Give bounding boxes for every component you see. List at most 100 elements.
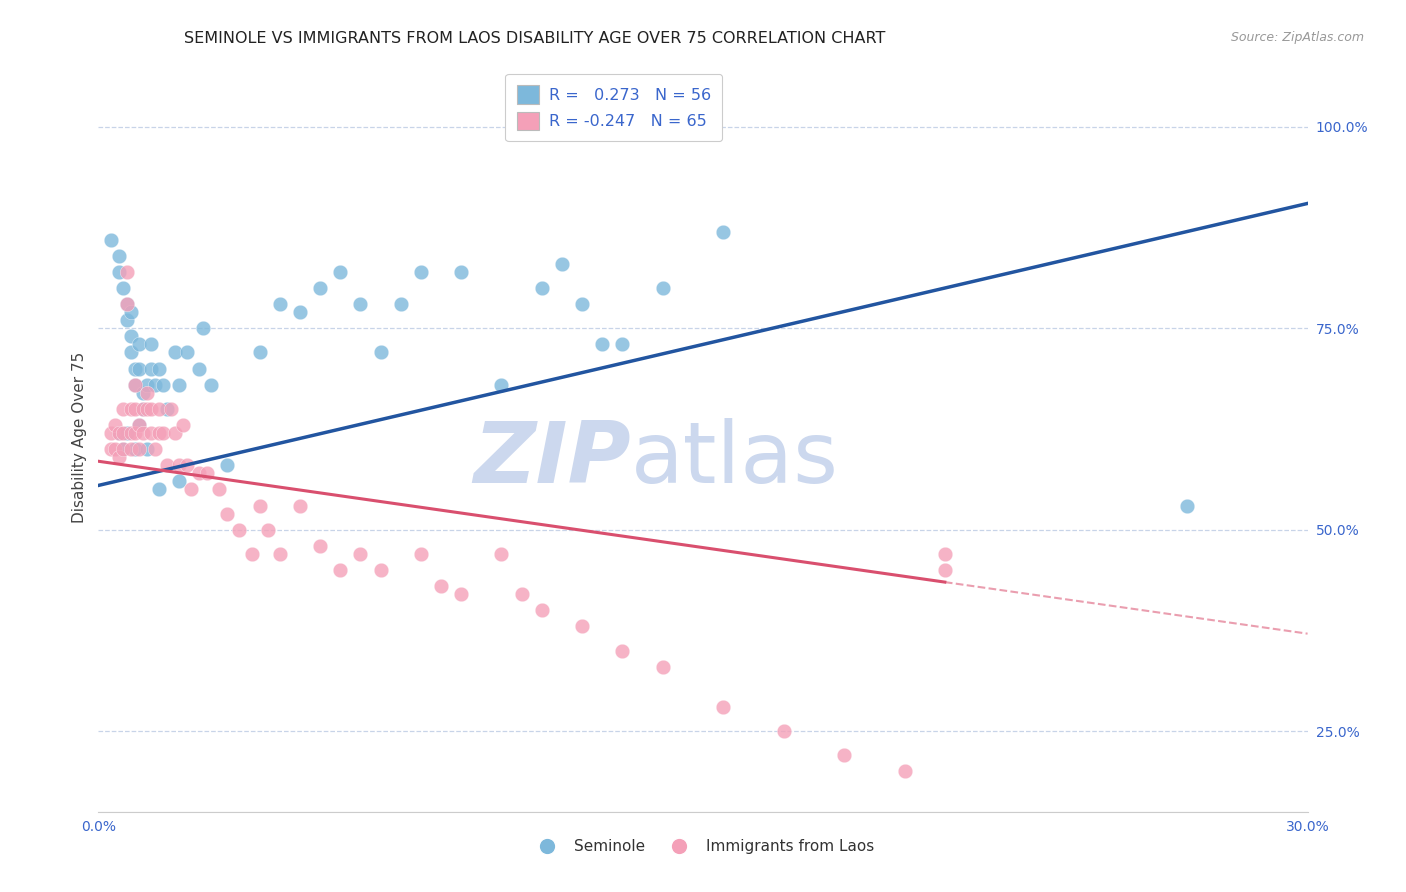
- Point: [651, 281, 673, 295]
- Text: ZIP: ZIP: [472, 418, 630, 501]
- Point: [167, 475, 190, 489]
- Point: [571, 619, 593, 633]
- Point: [1175, 499, 1198, 513]
- Point: [288, 499, 311, 513]
- Point: [349, 547, 371, 561]
- Point: [309, 281, 332, 295]
- Point: [530, 603, 553, 617]
- Point: [249, 499, 271, 513]
- Point: [148, 361, 170, 376]
- Text: atlas: atlas: [630, 418, 838, 501]
- Point: [124, 401, 146, 416]
- Point: [139, 361, 162, 376]
- Y-axis label: Disability Age Over 75: Disability Age Over 75: [72, 351, 87, 523]
- Point: [139, 337, 162, 351]
- Point: [111, 442, 134, 457]
- Point: [249, 345, 271, 359]
- Point: [143, 377, 166, 392]
- Point: [156, 401, 179, 416]
- Point: [329, 265, 352, 279]
- Point: [450, 587, 472, 601]
- Point: [120, 305, 142, 319]
- Point: [132, 401, 155, 416]
- Point: [128, 337, 150, 351]
- Point: [167, 377, 190, 392]
- Point: [208, 483, 231, 497]
- Point: [107, 249, 129, 263]
- Point: [591, 337, 613, 351]
- Point: [115, 297, 138, 311]
- Point: [188, 467, 211, 481]
- Point: [100, 442, 122, 457]
- Point: [107, 425, 129, 440]
- Point: [370, 563, 392, 577]
- Point: [430, 579, 453, 593]
- Point: [152, 425, 174, 440]
- Point: [832, 748, 855, 763]
- Point: [510, 587, 533, 601]
- Point: [115, 313, 138, 327]
- Point: [128, 417, 150, 432]
- Point: [228, 523, 250, 537]
- Point: [288, 305, 311, 319]
- Point: [135, 377, 157, 392]
- Point: [256, 523, 278, 537]
- Point: [135, 385, 157, 400]
- Point: [107, 425, 129, 440]
- Point: [111, 401, 134, 416]
- Point: [195, 467, 218, 481]
- Point: [329, 563, 352, 577]
- Point: [934, 563, 956, 577]
- Point: [128, 442, 150, 457]
- Point: [124, 425, 146, 440]
- Point: [172, 417, 194, 432]
- Point: [240, 547, 263, 561]
- Point: [120, 345, 142, 359]
- Point: [107, 265, 129, 279]
- Point: [139, 401, 162, 416]
- Point: [180, 483, 202, 497]
- Point: [217, 507, 239, 521]
- Point: [135, 401, 157, 416]
- Point: [160, 401, 183, 416]
- Point: [188, 361, 211, 376]
- Point: [124, 361, 146, 376]
- Point: [152, 377, 174, 392]
- Point: [115, 297, 138, 311]
- Point: [143, 442, 166, 457]
- Point: [193, 321, 215, 335]
- Point: [100, 425, 122, 440]
- Point: [132, 425, 155, 440]
- Point: [711, 225, 734, 239]
- Text: Source: ZipAtlas.com: Source: ZipAtlas.com: [1230, 31, 1364, 45]
- Point: [571, 297, 593, 311]
- Point: [176, 345, 198, 359]
- Point: [124, 377, 146, 392]
- Point: [148, 483, 170, 497]
- Point: [200, 377, 222, 392]
- Point: [132, 401, 155, 416]
- Point: [167, 458, 190, 473]
- Point: [107, 450, 129, 465]
- Point: [893, 764, 915, 779]
- Point: [103, 417, 125, 432]
- Point: [176, 458, 198, 473]
- Point: [111, 281, 134, 295]
- Point: [163, 345, 186, 359]
- Point: [612, 643, 634, 657]
- Point: [128, 361, 150, 376]
- Point: [132, 385, 155, 400]
- Point: [120, 329, 142, 343]
- Point: [217, 458, 239, 473]
- Point: [111, 425, 134, 440]
- Point: [389, 297, 412, 311]
- Point: [269, 297, 291, 311]
- Point: [148, 401, 170, 416]
- Point: [491, 377, 513, 392]
- Point: [269, 547, 291, 561]
- Point: [111, 442, 134, 457]
- Point: [551, 257, 574, 271]
- Point: [148, 425, 170, 440]
- Text: SEMINOLE VS IMMIGRANTS FROM LAOS DISABILITY AGE OVER 75 CORRELATION CHART: SEMINOLE VS IMMIGRANTS FROM LAOS DISABIL…: [184, 31, 884, 46]
- Point: [103, 442, 125, 457]
